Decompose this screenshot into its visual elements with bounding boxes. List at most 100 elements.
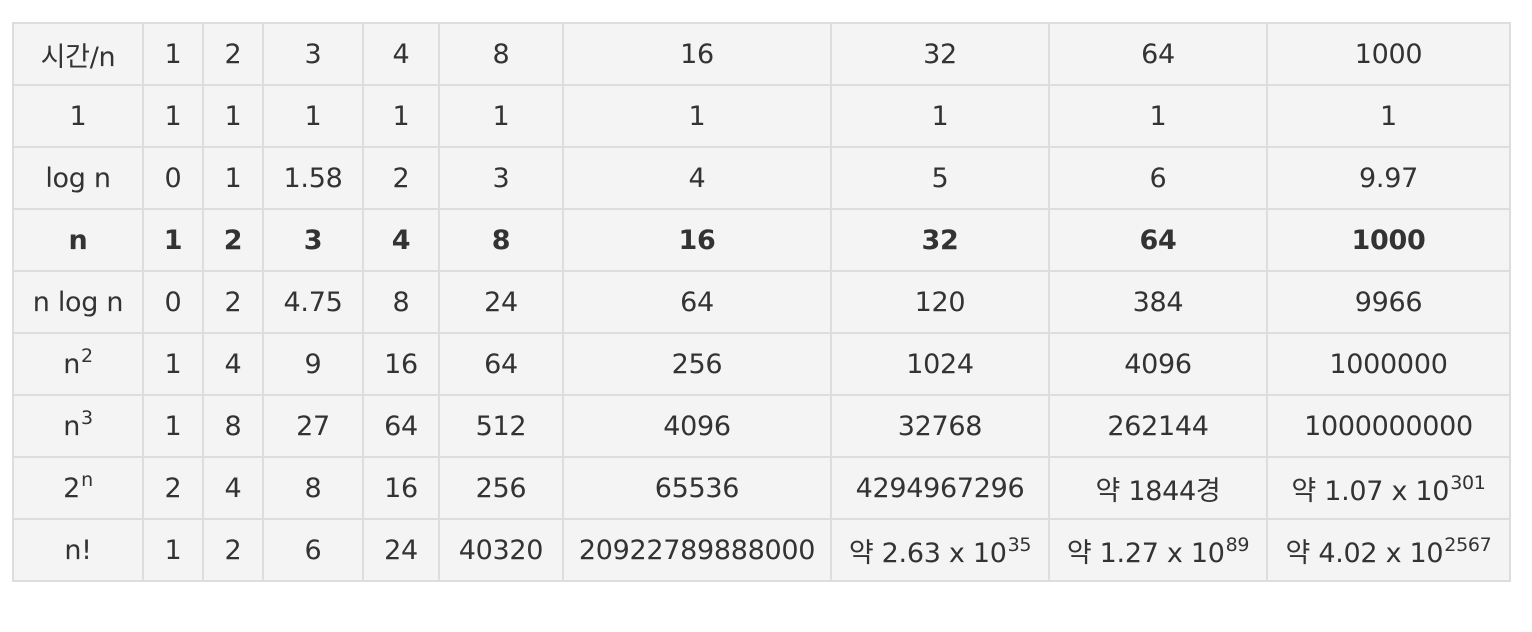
cell-value: 2 (392, 162, 410, 194)
table-cell: 1 (1048, 84, 1268, 148)
exponent-superscript: 89 (1225, 533, 1250, 556)
table-cell: 384 (1048, 270, 1268, 334)
cell-value: 8 (304, 472, 322, 504)
table-cell: 20922789888000 (562, 518, 832, 582)
row-label-cell: n2 (12, 332, 144, 396)
cell-value: 512 (475, 410, 527, 442)
table-cell: 262144 (1048, 394, 1268, 458)
table-cell: 약 4.02 x 102567 (1266, 518, 1511, 582)
column-header-cell: 2 (202, 22, 264, 86)
row-label-cell: n (12, 208, 144, 272)
table-cell: 24 (438, 270, 564, 334)
cell-value: 1 (164, 100, 182, 132)
table-cell: 5 (830, 146, 1050, 210)
cell-value: 64 (1139, 224, 1177, 256)
cell-value: 2 (224, 534, 242, 566)
exponent-superscript: 2 (81, 344, 93, 367)
cell-value: 32 (921, 224, 959, 256)
approx-prefix: 약 (1285, 537, 1311, 569)
table-cell: 1 (1266, 84, 1511, 148)
cell-value: 24 (484, 286, 518, 318)
cell-value: 6 (1149, 162, 1167, 194)
cell-value: n (68, 224, 88, 256)
table-cell: 16 (362, 332, 440, 396)
table-cell: 4 (562, 146, 832, 210)
cell-value: 1 (163, 224, 183, 256)
time-complexity-table: 시간/n 1 2 3 4 8 16 32 64 1000 1 1 1 1 1 1 1 1 1 1 log n 0 1 1.58… (12, 22, 1511, 582)
cell-value: 8 (491, 224, 511, 256)
table-cell: 1000000000 (1266, 394, 1511, 458)
table-cell: 27 (262, 394, 364, 458)
table-cell: 16 (562, 208, 832, 272)
cell-value: 3 (492, 162, 510, 194)
table-cell: 1 (142, 394, 204, 458)
exponent-superscript: 3 (81, 406, 93, 429)
column-header-cell: 1000 (1266, 22, 1511, 86)
column-header-cell: 16 (562, 22, 832, 86)
cell-value: 4 (224, 348, 242, 380)
table-cell: 3 (438, 146, 564, 210)
table-cell: 6 (262, 518, 364, 582)
table-cell: 8 (438, 208, 564, 272)
table-cell: 1000 (1266, 208, 1511, 272)
cell-value: 1 (1380, 100, 1397, 132)
cell-value: 16 (384, 472, 418, 504)
cell-value: 1 (164, 38, 182, 70)
table-cell: 1 (362, 84, 440, 148)
complexity-table-container: 시간/n 1 2 3 4 8 16 32 64 1000 1 1 1 1 1 1 1 1 1 1 log n 0 1 1.58… (12, 22, 1511, 582)
cell-value: 4294967296 (855, 472, 1025, 504)
row-label-cell: 1 (12, 84, 144, 148)
cell-value: 8 (224, 410, 242, 442)
cell-value: 40320 (458, 534, 544, 566)
cell-value: 1.27 x 10 (1099, 537, 1225, 569)
cell-value: 4 (391, 224, 411, 256)
cell-value: n (63, 410, 80, 442)
table-cell: 1 (830, 84, 1050, 148)
cell-value: 256 (671, 348, 723, 380)
cell-value: 4096 (663, 410, 731, 442)
cell-value: 5 (931, 162, 949, 194)
cell-value: 20922789888000 (578, 534, 816, 566)
exponent-superscript: 2567 (1444, 533, 1492, 556)
cell-value: 2 (224, 38, 242, 70)
table-row: n3 1 8 27 64 512 4096 32768 262144 1000000000 (12, 394, 1511, 458)
row-label-cell: n log n (12, 270, 144, 334)
cell-value: 4.75 (283, 286, 343, 318)
table-header-row: 시간/n 1 2 3 4 8 16 32 64 1000 (12, 22, 1511, 86)
exponent-superscript: 301 (1450, 471, 1486, 494)
cell-value: 256 (475, 472, 527, 504)
cell-value: 1 (164, 348, 182, 380)
table-cell: 6 (1048, 146, 1268, 210)
cell-value: 8 (492, 38, 510, 70)
cell-value: n! (64, 534, 92, 566)
table-cell: 0 (142, 270, 204, 334)
column-header-cell: 3 (262, 22, 364, 86)
cell-value: 4.02 x 10 (1318, 537, 1444, 569)
column-header-cell: 1 (142, 22, 204, 86)
table-cell: 16 (362, 456, 440, 520)
table-cell: 1 (142, 332, 204, 396)
cell-value: 8 (392, 286, 410, 318)
table-cell: 40320 (438, 518, 564, 582)
cell-value: 1 (1149, 100, 1167, 132)
table-cell: 256 (562, 332, 832, 396)
table-cell: 1 (202, 84, 264, 148)
column-header-cell: 8 (438, 22, 564, 86)
cell-value: 4 (224, 472, 242, 504)
table-cell: 1 (202, 146, 264, 210)
table-row: 2n 2 4 8 16 256 65536 4294967296 약 1844경 약 1.07 x … (12, 456, 1511, 520)
table-cell: 2 (202, 208, 264, 272)
table-cell: 32 (830, 208, 1050, 272)
cell-value: 16 (680, 38, 714, 70)
table-row: n 1 2 3 4 8 16 32 64 1000 (12, 208, 1511, 272)
cell-value: 0 (164, 286, 182, 318)
table-cell: 2 (362, 146, 440, 210)
cell-value: 2.63 x 10 (881, 537, 1007, 569)
table-cell: 9.97 (1266, 146, 1511, 210)
table-cell: 24 (362, 518, 440, 582)
table-cell: 64 (562, 270, 832, 334)
table-cell: 1 (142, 84, 204, 148)
cell-value: log n (45, 162, 111, 194)
cell-value: 9966 (1354, 286, 1423, 318)
table-cell: 120 (830, 270, 1050, 334)
